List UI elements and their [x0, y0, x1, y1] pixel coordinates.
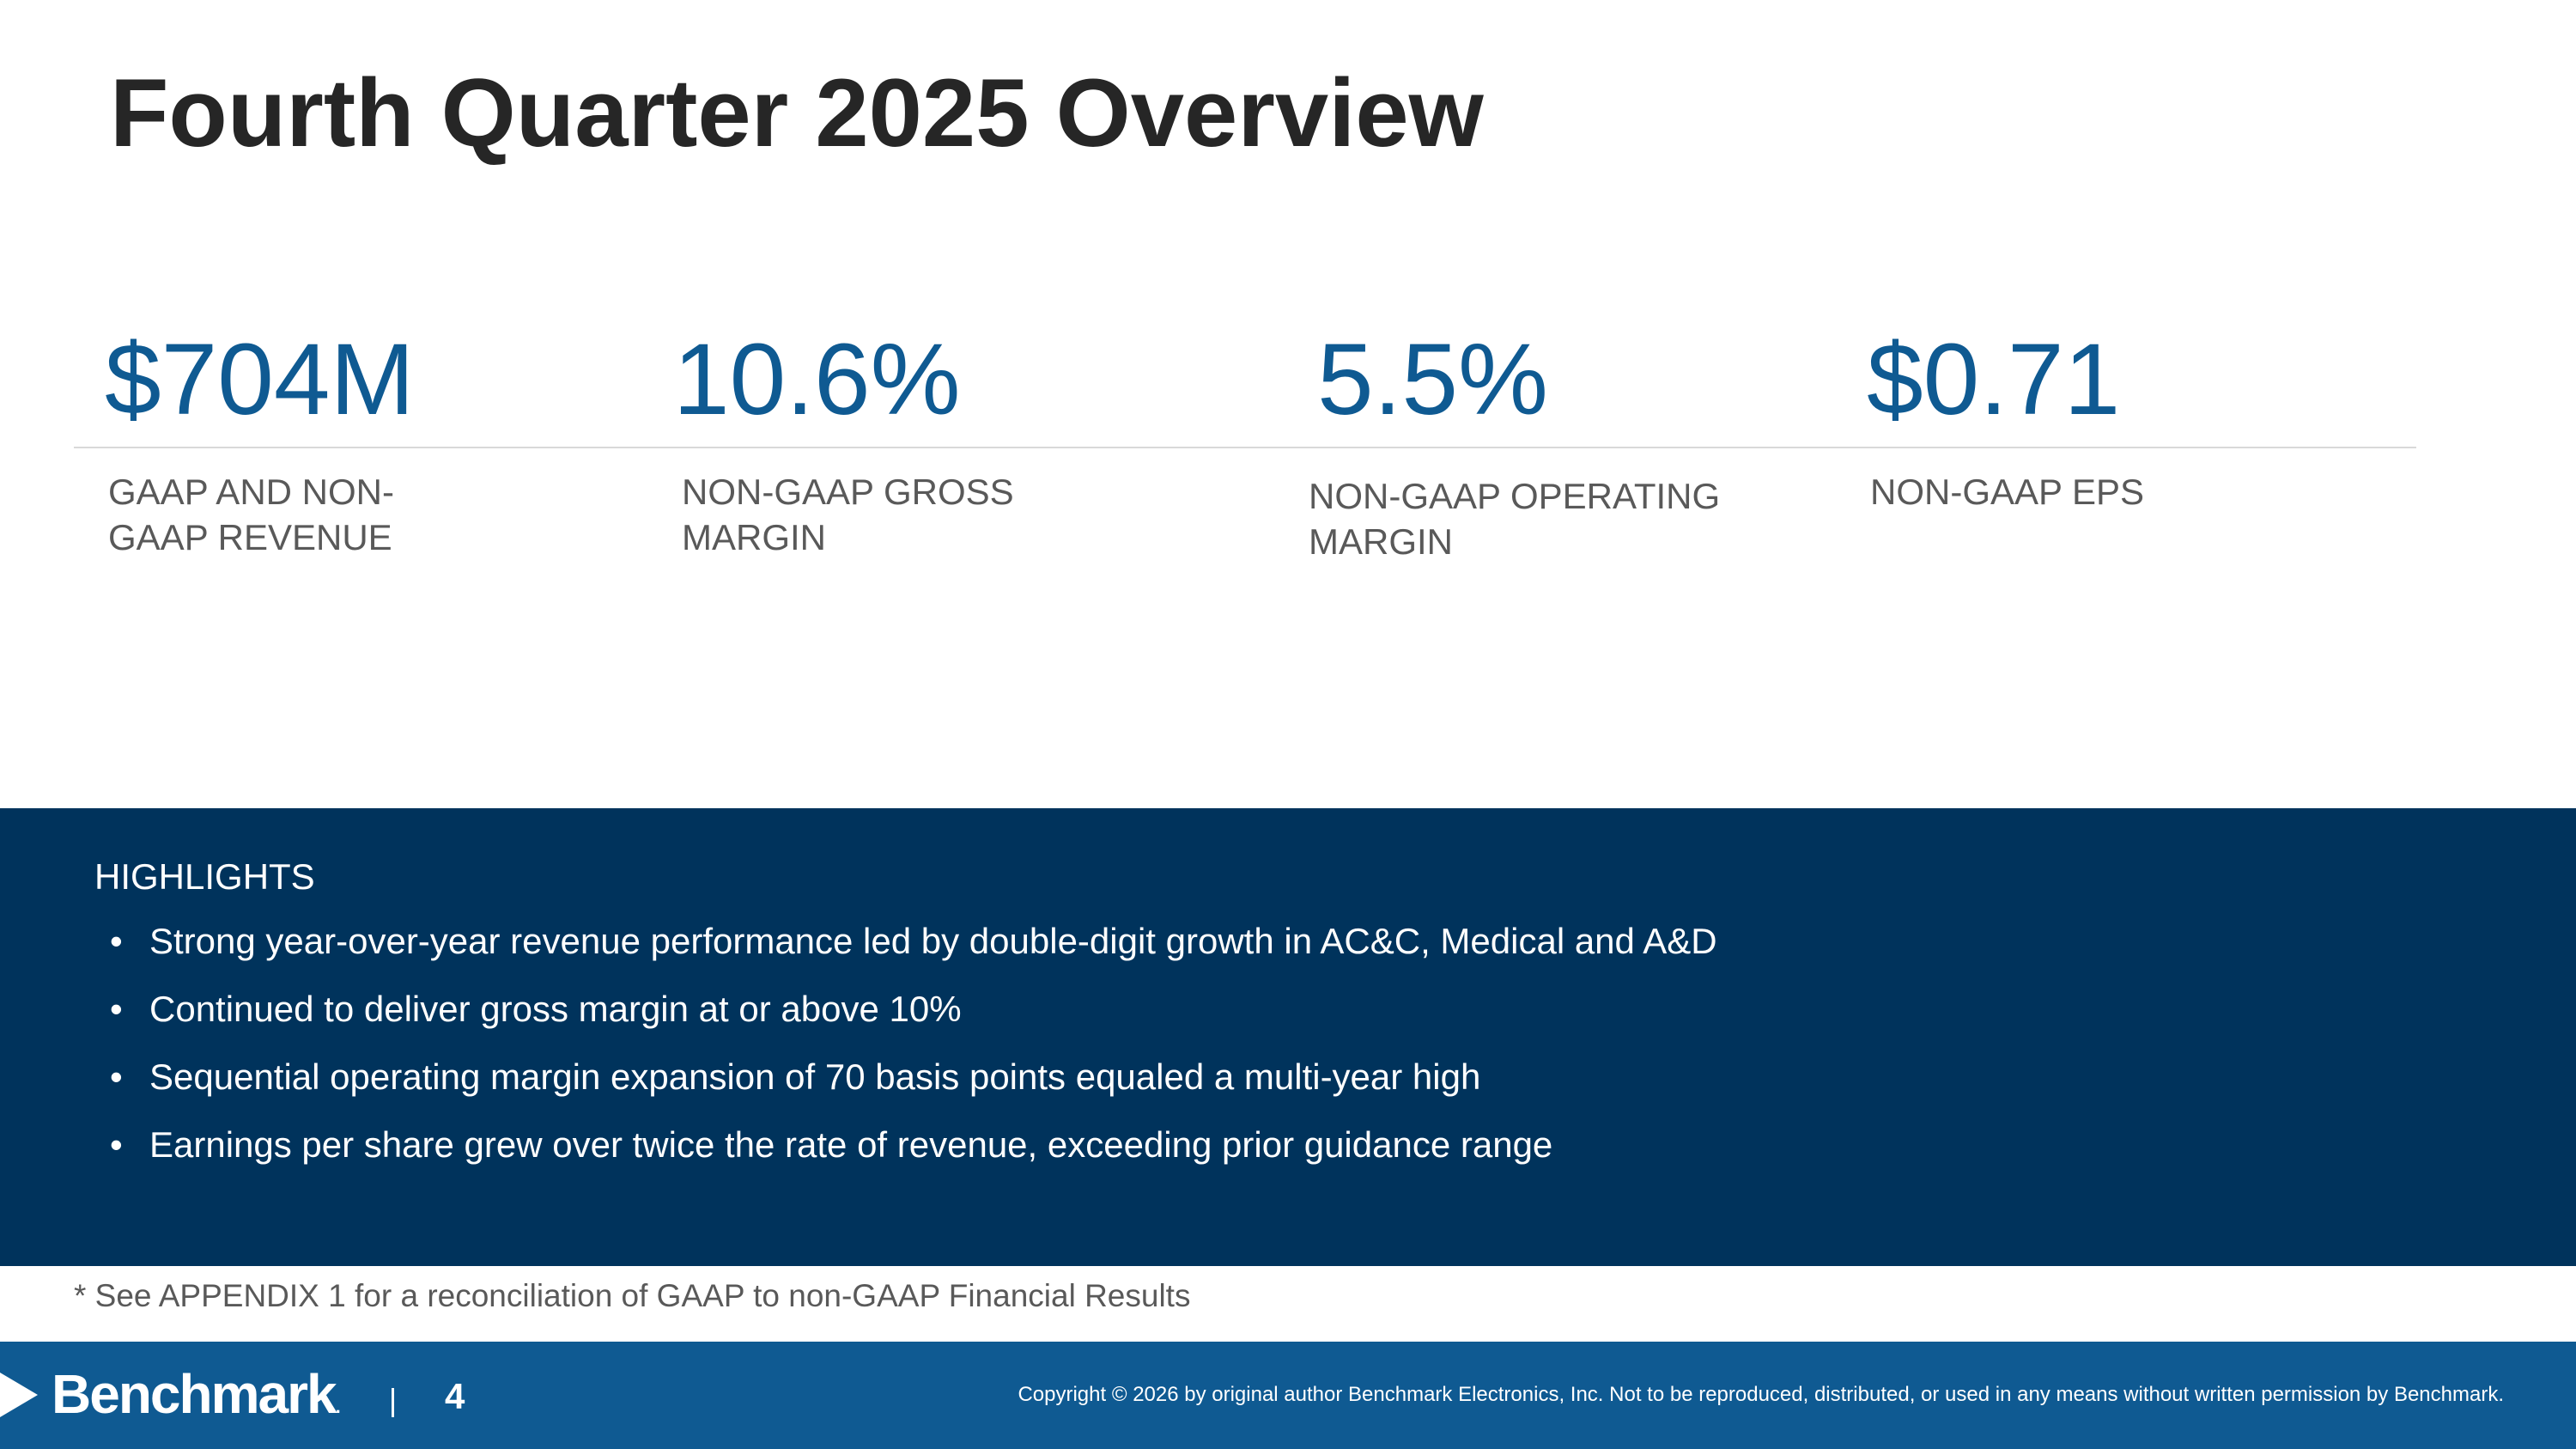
kpi-operating-margin-label: NON-GAAP OPERATING MARGIN — [1309, 473, 1789, 564]
kpi-gross-margin-label: NON-GAAP GROSS MARGIN — [682, 469, 1163, 560]
kpi-eps-label: NON-GAAP EPS — [1870, 469, 2351, 514]
bullet-icon: • — [110, 1124, 123, 1165]
footnote: * See APPENDIX 1 for a reconciliation of… — [74, 1278, 1191, 1313]
kpi-operating-margin-label-line1: NON-GAAP OPERATING — [1309, 476, 1721, 516]
logo-wordmark: Benchmark — [52, 1363, 337, 1425]
footer-bar: Benchmark. 4 Copyright © 2026 by origina… — [0, 1342, 2576, 1449]
logo-arrow-icon — [0, 1373, 38, 1417]
kpi-divider — [74, 447, 2416, 448]
kpi-operating-margin-value: 5.5% — [1317, 323, 1548, 436]
bullet-icon: • — [110, 1056, 123, 1097]
highlights-panel: HIGHLIGHTS • Strong year-over-year reven… — [0, 808, 2576, 1266]
highlight-item: • Strong year-over-year revenue performa… — [106, 920, 1717, 988]
logo-mark: . — [335, 1396, 341, 1417]
copyright-notice: Copyright © 2026 by original author Benc… — [1018, 1383, 2504, 1406]
kpi-revenue-value: $704M — [105, 323, 415, 436]
kpi-gross-margin-value: 10.6% — [673, 323, 961, 436]
kpi-operating-margin-label-line2: MARGIN — [1309, 521, 1453, 562]
kpi-eps-label-line1: NON-GAAP EPS — [1870, 472, 2144, 512]
highlight-text: Sequential operating margin expansion of… — [149, 1056, 1481, 1097]
highlight-text: Earnings per share grew over twice the r… — [149, 1124, 1553, 1165]
highlight-item: • Sequential operating margin expansion … — [106, 1056, 1717, 1123]
highlight-text: Continued to deliver gross margin at or … — [149, 989, 962, 1029]
highlights-heading: HIGHLIGHTS — [94, 856, 315, 897]
highlight-item: • Earnings per share grew over twice the… — [106, 1123, 1717, 1191]
kpi-revenue-label: GAAP AND NON- GAAP REVENUE — [108, 469, 589, 560]
slide-title: Fourth Quarter 2025 Overview — [110, 59, 1484, 167]
highlight-item: • Continued to deliver gross margin at o… — [106, 988, 1717, 1056]
highlights-list: • Strong year-over-year revenue performa… — [106, 920, 1717, 1191]
kpi-eps-value: $0.71 — [1867, 323, 2121, 436]
benchmark-logo: Benchmark. — [52, 1362, 341, 1426]
kpi-gross-margin-label-line2: MARGIN — [682, 517, 826, 557]
bullet-icon: • — [110, 921, 123, 961]
kpi-gross-margin-label-line1: NON-GAAP GROSS — [682, 472, 1014, 512]
highlight-text: Strong year-over-year revenue performanc… — [149, 921, 1717, 961]
bullet-icon: • — [110, 989, 123, 1029]
footer-separator — [392, 1388, 394, 1417]
kpi-revenue-label-line1: GAAP AND NON- — [108, 472, 394, 512]
kpi-revenue-label-line2: GAAP REVENUE — [108, 517, 392, 557]
page-number: 4 — [445, 1376, 465, 1416]
